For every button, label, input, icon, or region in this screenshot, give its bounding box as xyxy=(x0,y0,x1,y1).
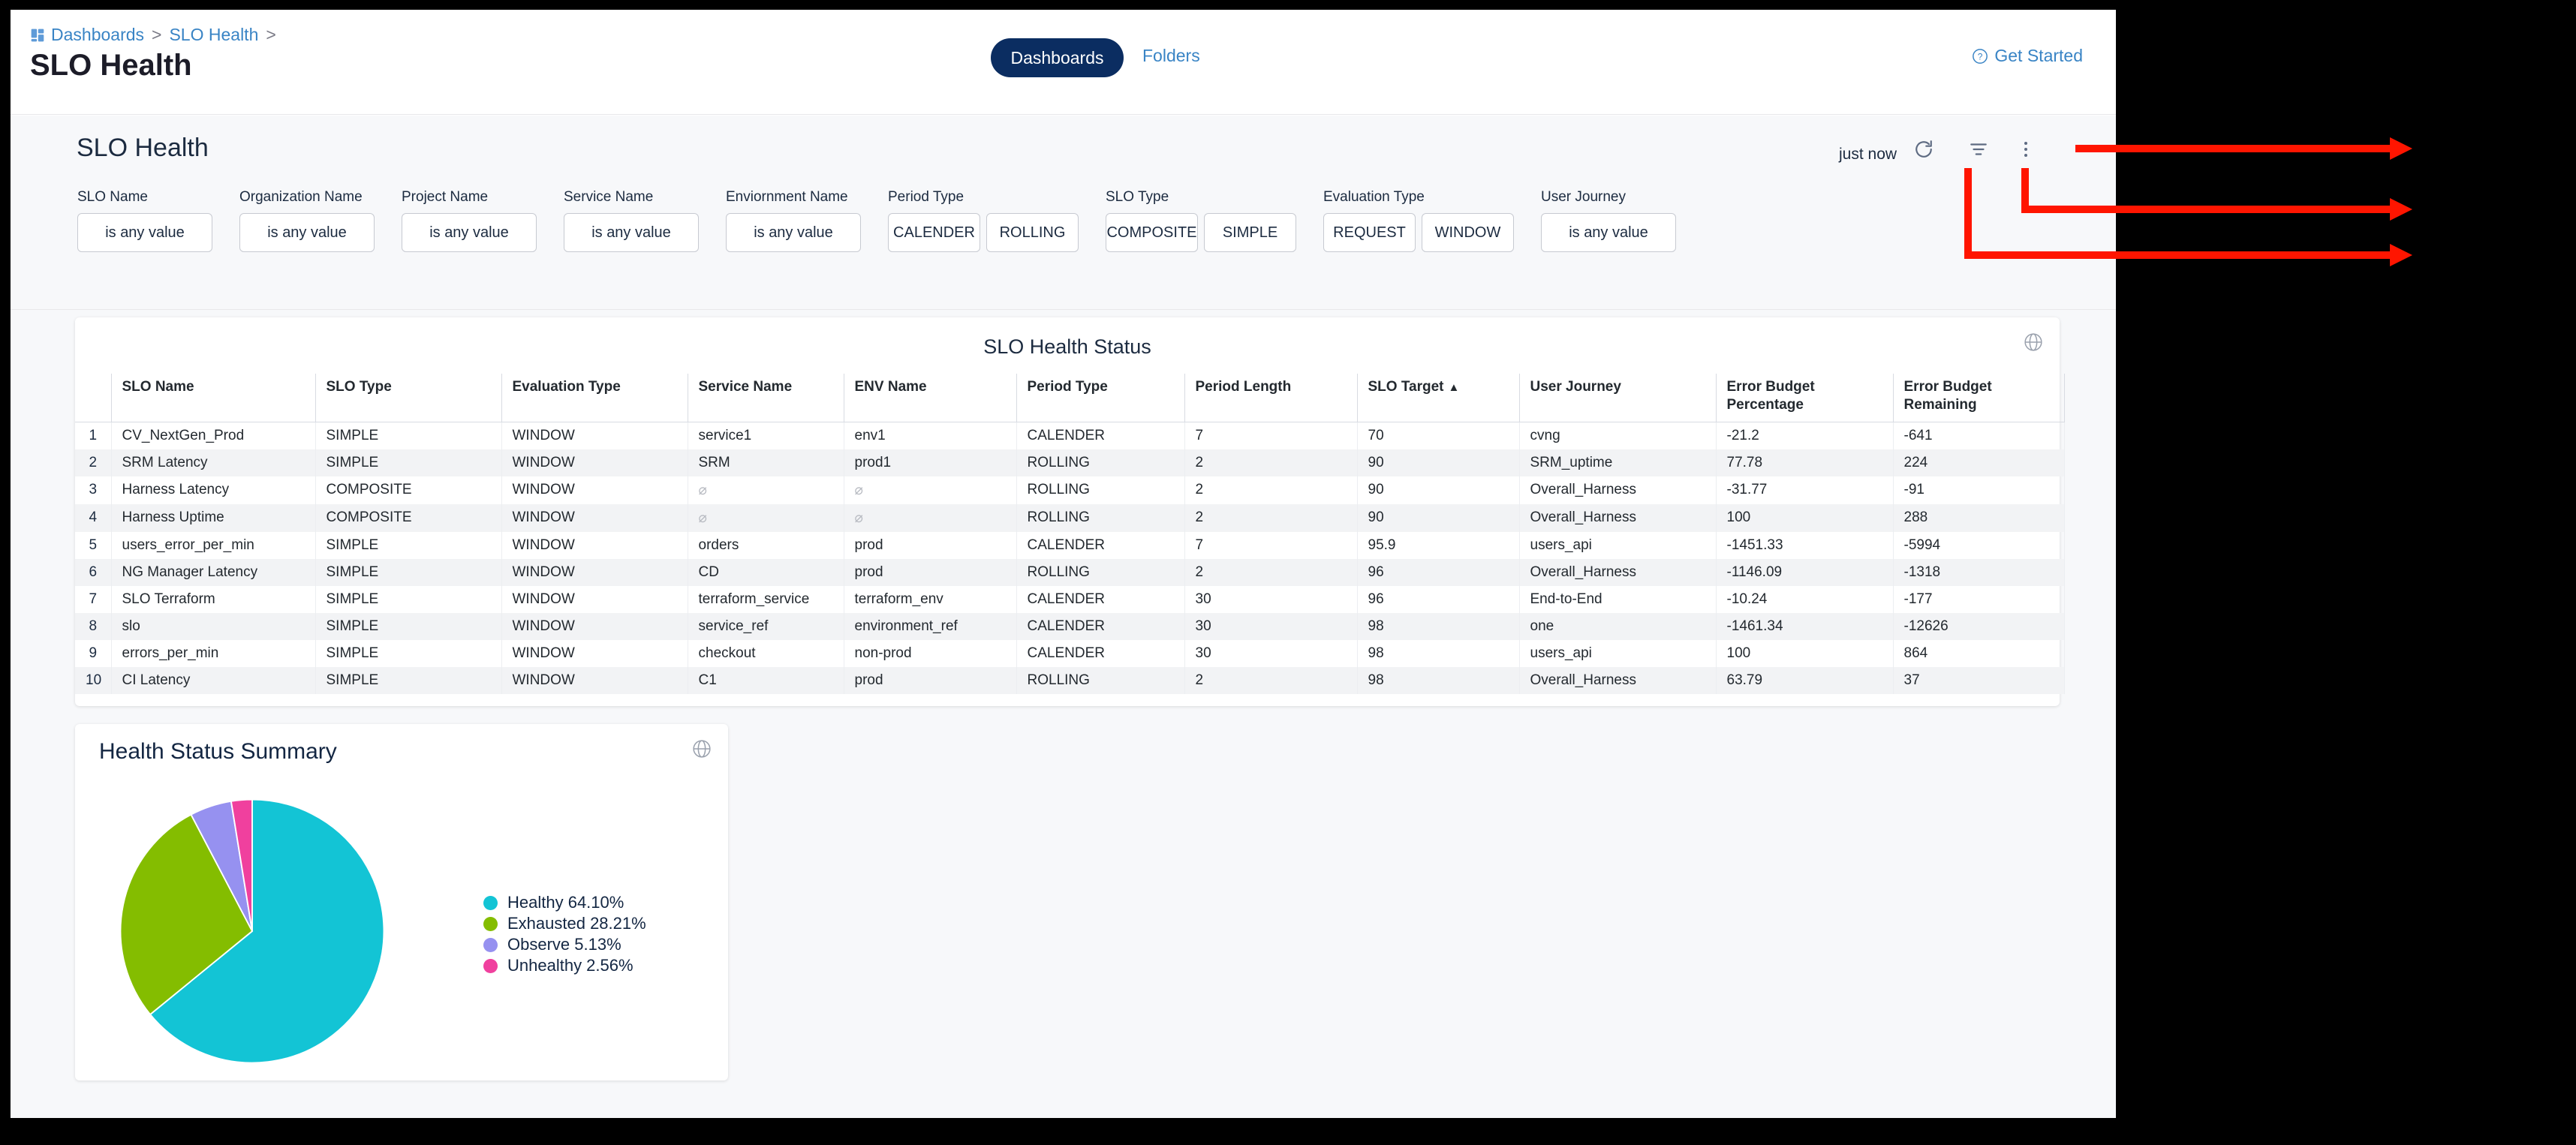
svg-text:?: ? xyxy=(1978,51,1983,62)
